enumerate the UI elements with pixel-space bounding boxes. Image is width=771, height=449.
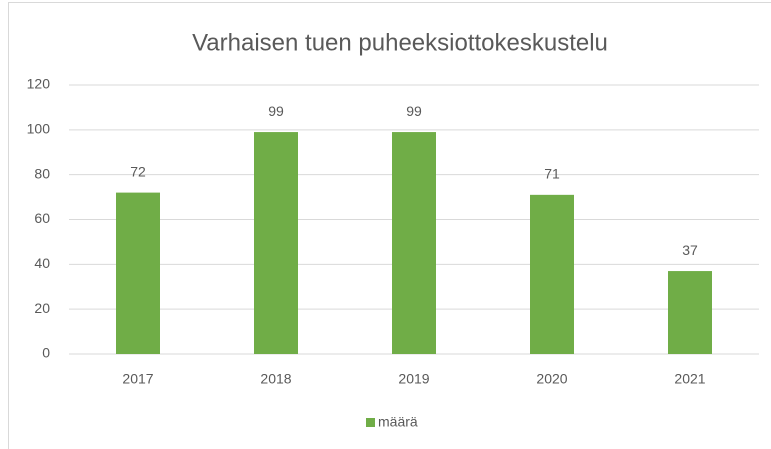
y-tick-label: 0	[42, 345, 50, 361]
data-label: 99	[268, 103, 284, 119]
x-tick-label: 2019	[398, 371, 429, 387]
bar	[116, 192, 160, 354]
bar	[530, 194, 574, 354]
data-label: 71	[544, 166, 560, 182]
y-tick-label: 100	[27, 121, 51, 137]
x-tick-label: 2020	[536, 371, 567, 387]
y-tick-label: 60	[34, 210, 50, 226]
x-tick-label: 2017	[122, 371, 153, 387]
x-tick-label: 2018	[260, 371, 291, 387]
chart-title: Varhaisen tuen puheeksiottokeskustelu	[192, 29, 608, 56]
legend-label: määrä	[378, 414, 418, 430]
y-tick-label: 20	[34, 300, 50, 316]
data-label: 37	[682, 242, 698, 258]
y-tick-label: 40	[34, 255, 50, 271]
x-tick-label: 2021	[674, 371, 705, 387]
bar	[254, 132, 298, 354]
legend-swatch	[366, 418, 375, 427]
bar	[392, 132, 436, 354]
y-tick-label: 80	[34, 165, 50, 181]
y-tick-label: 120	[27, 76, 51, 92]
bar	[668, 271, 712, 354]
data-label: 72	[130, 163, 146, 179]
data-label: 99	[406, 103, 422, 119]
